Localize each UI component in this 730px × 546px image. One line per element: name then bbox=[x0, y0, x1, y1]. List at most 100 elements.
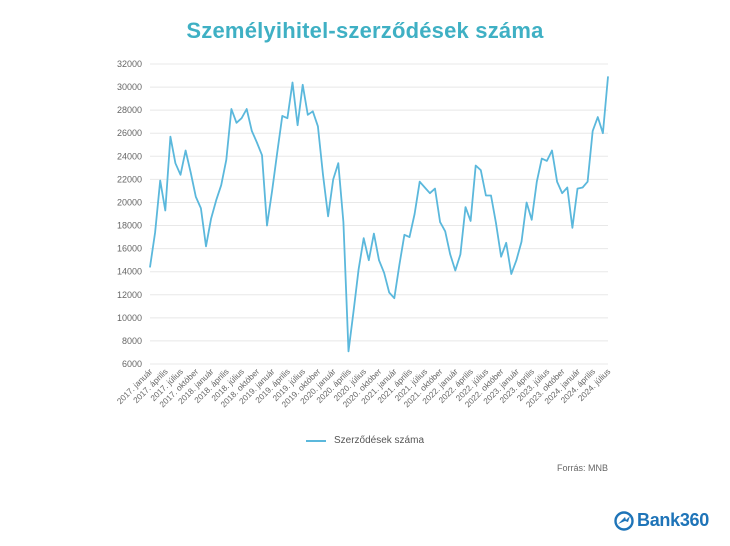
y-tick-label: 12000 bbox=[117, 290, 142, 300]
data-point bbox=[342, 221, 344, 223]
data-point bbox=[337, 162, 339, 164]
y-tick-label: 18000 bbox=[117, 221, 142, 231]
data-point bbox=[597, 116, 599, 118]
y-axis-ticks: 6000 8000 10000 12000 14000 16000 18000 20000 22… bbox=[117, 59, 142, 369]
data-point bbox=[520, 241, 523, 243]
data-point bbox=[393, 297, 395, 299]
data-point bbox=[246, 108, 248, 110]
data-point bbox=[251, 130, 253, 132]
data-point bbox=[541, 158, 543, 160]
line-chart: 6000 8000 10000 12000 14000 16000 18000 20000 22… bbox=[115, 59, 613, 409]
bank360-logo-icon bbox=[614, 510, 634, 531]
data-point bbox=[464, 206, 467, 208]
legend-label: Szerződések száma bbox=[333, 435, 425, 446]
data-point bbox=[515, 259, 518, 261]
data-point bbox=[291, 81, 294, 84]
data-point bbox=[281, 115, 283, 117]
data-point bbox=[398, 264, 400, 266]
data-point bbox=[439, 221, 441, 223]
y-tick-label: 8000 bbox=[122, 336, 142, 346]
data-point bbox=[525, 201, 528, 204]
data-point bbox=[266, 224, 268, 227]
brand-logo: Bank360 bbox=[614, 510, 709, 531]
data-point bbox=[571, 227, 573, 229]
data-point bbox=[546, 160, 548, 162]
data-point bbox=[444, 230, 446, 232]
data-point bbox=[531, 219, 533, 221]
data-point bbox=[332, 178, 334, 180]
data-point bbox=[205, 245, 207, 247]
data-point bbox=[276, 152, 278, 154]
data-point bbox=[495, 222, 497, 224]
data-point bbox=[408, 236, 411, 238]
y-tick-label: 6000 bbox=[122, 359, 142, 369]
data-point bbox=[154, 231, 156, 234]
legend: Szerződések száma bbox=[0, 435, 730, 446]
y-tick-label: 10000 bbox=[117, 313, 142, 323]
y-tick-label: 14000 bbox=[117, 267, 142, 277]
data-point bbox=[551, 149, 553, 152]
data-point bbox=[368, 259, 370, 261]
data-point bbox=[587, 181, 589, 183]
data-point bbox=[414, 213, 416, 215]
data-point bbox=[235, 122, 238, 124]
data-point bbox=[454, 269, 456, 272]
data-point bbox=[347, 350, 350, 352]
data-point bbox=[403, 234, 406, 236]
data-point bbox=[215, 199, 217, 201]
data-point bbox=[307, 114, 309, 116]
data-point bbox=[592, 130, 594, 132]
data-point bbox=[271, 190, 273, 192]
chart-title: Személyihitel-szerződések száma bbox=[186, 18, 544, 43]
data-point bbox=[312, 110, 314, 112]
data-point bbox=[159, 179, 161, 182]
brand-name: Bank360 bbox=[637, 510, 709, 530]
data-point bbox=[607, 76, 609, 78]
data-point bbox=[302, 84, 304, 86]
data-point bbox=[149, 266, 151, 268]
data-point bbox=[470, 220, 472, 222]
data-point bbox=[505, 242, 507, 244]
data-point bbox=[475, 164, 477, 167]
data-point bbox=[322, 174, 324, 176]
data-point bbox=[602, 132, 604, 134]
data-point bbox=[459, 253, 462, 255]
legend-swatch bbox=[305, 439, 326, 442]
data-point bbox=[225, 159, 227, 161]
y-tick-label: 30000 bbox=[117, 82, 142, 92]
data-point bbox=[358, 268, 360, 270]
series-line-szerzodesek-szama bbox=[149, 76, 609, 353]
data-point bbox=[383, 272, 385, 274]
data-point bbox=[480, 169, 482, 171]
data-point bbox=[388, 291, 390, 294]
data-point bbox=[378, 259, 380, 261]
y-tick-label: 26000 bbox=[117, 128, 142, 138]
data-point bbox=[169, 136, 171, 138]
data-point bbox=[373, 233, 375, 235]
y-tick-label: 24000 bbox=[117, 151, 142, 161]
data-point bbox=[500, 256, 502, 258]
source-note: Forrás: MNB bbox=[557, 463, 609, 473]
data-point bbox=[556, 181, 558, 183]
data-point bbox=[576, 188, 579, 190]
data-point bbox=[317, 125, 319, 127]
data-point bbox=[581, 186, 584, 189]
y-tick-label: 32000 bbox=[117, 59, 142, 69]
data-point bbox=[230, 108, 233, 110]
data-point bbox=[190, 171, 192, 174]
data-point bbox=[449, 253, 451, 255]
data-point bbox=[174, 162, 177, 164]
data-point bbox=[256, 141, 258, 144]
data-point bbox=[185, 149, 187, 152]
grid-lines bbox=[150, 63, 608, 365]
data-point bbox=[434, 188, 436, 190]
data-point bbox=[510, 273, 512, 275]
data-point bbox=[424, 186, 426, 189]
data-point bbox=[164, 209, 166, 212]
data-point bbox=[490, 194, 492, 197]
data-point bbox=[296, 124, 299, 126]
data-point bbox=[200, 207, 202, 209]
data-point bbox=[195, 196, 197, 198]
data-point bbox=[179, 174, 182, 176]
